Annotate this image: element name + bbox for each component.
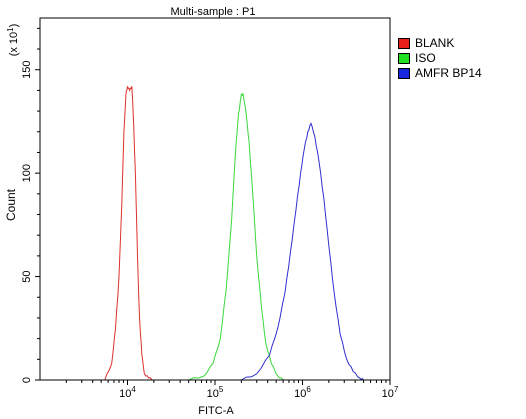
y-tick-label: 0 [21,377,33,383]
y-tick-label: 50 [21,270,33,282]
legend-item-iso: ISO [398,51,482,66]
legend-label-amfr-bp14: AMFR BP14 [415,66,482,80]
series-line-blank [104,86,154,381]
x-tick-label: 106 [294,385,311,400]
y-axis-label: Count [4,188,18,221]
legend-item-amfr-bp14: AMFR BP14 [398,66,482,81]
y-tick-label: 150 [21,61,33,79]
y-tick-label: 100 [21,164,33,182]
series-line-amfr-bp14 [241,122,365,381]
legend-item-blank: BLANK [398,36,482,51]
x-tick-label: 104 [119,385,136,400]
plot-frame [39,17,391,381]
y-scale-prefix: (x 10 [8,32,20,56]
legend-label-blank: BLANK [415,36,455,50]
y-scale-exponent: 1 [6,27,15,32]
x-tick-label: 105 [207,385,224,400]
y-scale-label: (x 101) [6,24,20,57]
axes: 0 50 100 150 104 105 106 107 [21,17,399,400]
legend: BLANK ISO AMFR BP14 [398,36,482,81]
plot-area [104,86,365,381]
x-tick-label: 107 [382,385,399,400]
legend-swatch-amfr-bp14 [398,68,410,79]
series-line-iso [188,92,284,381]
chart-title: Multi-sample : P1 [171,6,256,18]
y-scale-suffix: ) [8,24,20,28]
legend-swatch-iso [398,53,410,64]
legend-label-iso: ISO [415,51,436,65]
x-axis-label: FITC-A [198,405,234,417]
legend-swatch-blank [398,38,410,49]
